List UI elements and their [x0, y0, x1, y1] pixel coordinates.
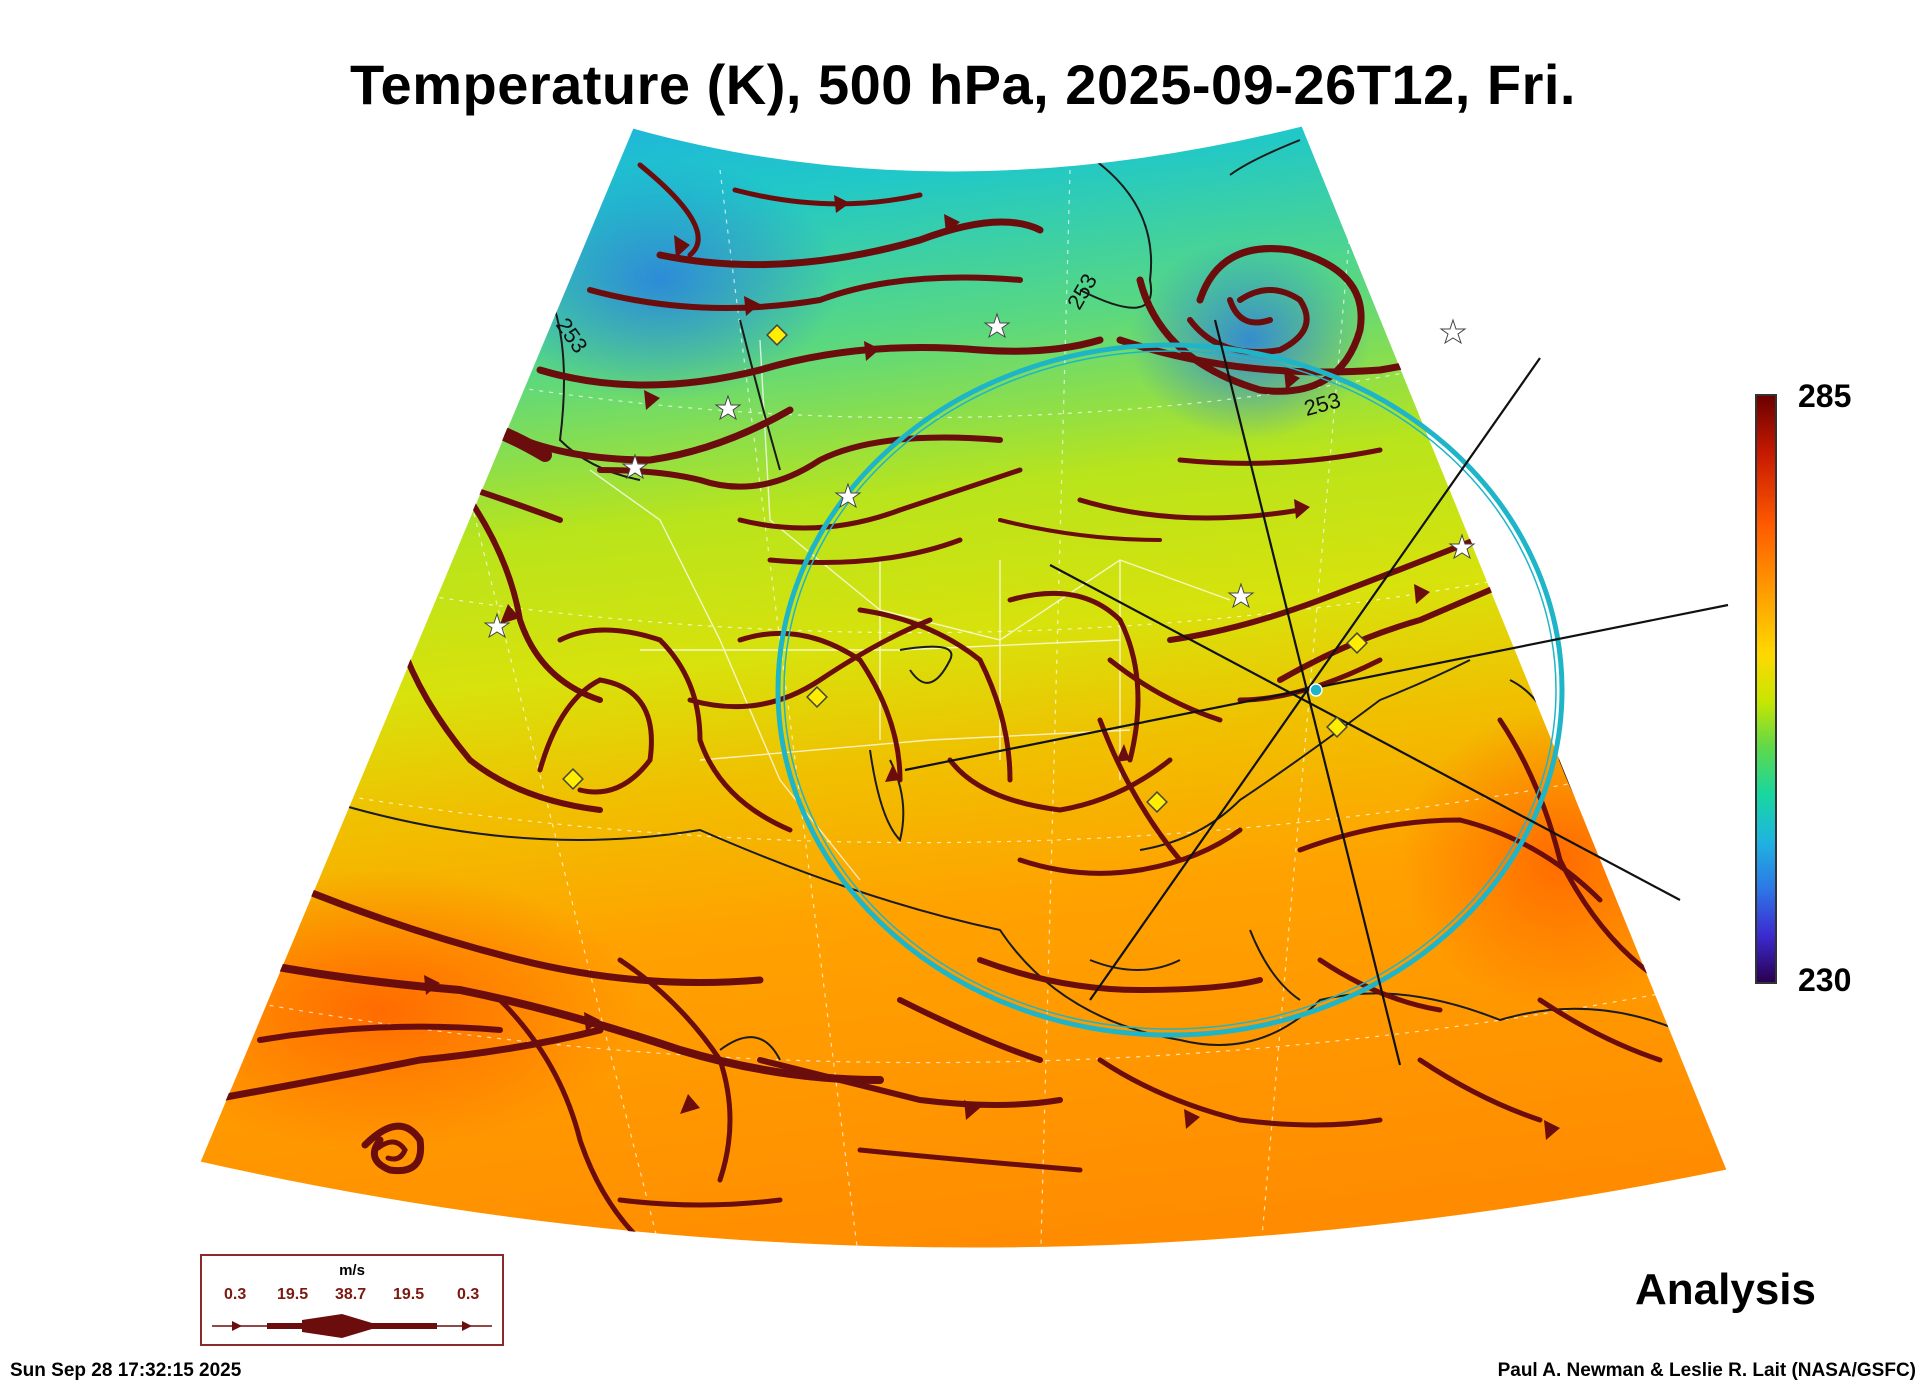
colorbar-min-label: 230: [1798, 962, 1852, 998]
station-ring: [775, 342, 1565, 1038]
legend-tick: 19.5: [277, 1286, 309, 1303]
station-stars: [483, 312, 1476, 639]
center-point: [1309, 683, 1323, 697]
station-diamonds: [562, 324, 1368, 813]
legend-unit: m/s: [339, 1262, 365, 1279]
legend-arrow-scale: [212, 1314, 492, 1338]
colorbar-max-label: 285: [1798, 378, 1852, 414]
legend-tick: 0.3: [224, 1286, 247, 1303]
temperature-colorbar: [1755, 394, 1777, 984]
legend-tick: 0.3: [457, 1286, 480, 1303]
wind-speed-legend: m/s 0.3 19.5 38.7 19.5 0.3: [200, 1254, 504, 1346]
timestamp: Sun Sep 28 17:32:15 2025: [10, 1360, 242, 1381]
credit-line: Paul A. Newman & Leslie R. Lait (NASA/GS…: [1497, 1360, 1916, 1381]
legend-tick: 38.7: [335, 1286, 367, 1303]
analysis-label: Analysis: [1635, 1265, 1816, 1314]
map-title: Temperature (K), 500 hPa, 2025-09-26T12,…: [350, 53, 1576, 116]
legend-tick: 19.5: [393, 1286, 425, 1303]
